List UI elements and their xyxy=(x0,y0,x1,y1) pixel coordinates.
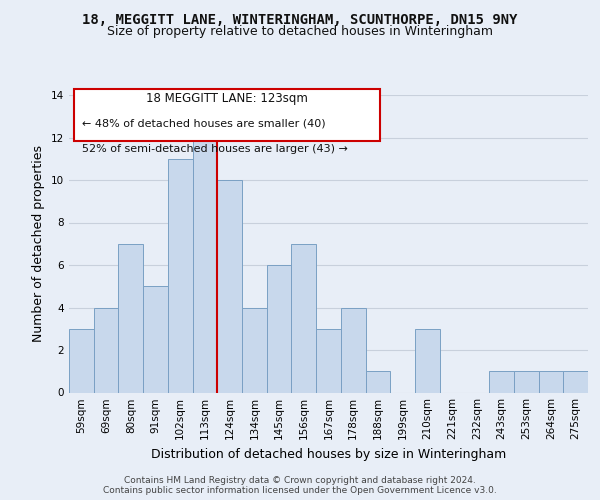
Bar xyxy=(143,286,168,393)
FancyBboxPatch shape xyxy=(74,89,380,141)
Text: 18 MEGGITT LANE: 123sqm: 18 MEGGITT LANE: 123sqm xyxy=(146,92,308,105)
Text: 52% of semi-detached houses are larger (43) →: 52% of semi-detached houses are larger (… xyxy=(82,144,348,154)
Text: Size of property relative to detached houses in Winteringham: Size of property relative to detached ho… xyxy=(107,25,493,38)
Text: Contains HM Land Registry data © Crown copyright and database right 2024.: Contains HM Land Registry data © Crown c… xyxy=(124,476,476,485)
Text: ← 48% of detached houses are smaller (40): ← 48% of detached houses are smaller (40… xyxy=(82,119,326,129)
Bar xyxy=(539,371,563,392)
Text: Contains public sector information licensed under the Open Government Licence v3: Contains public sector information licen… xyxy=(103,486,497,495)
Bar xyxy=(316,329,341,392)
Bar xyxy=(341,308,365,392)
X-axis label: Distribution of detached houses by size in Winteringham: Distribution of detached houses by size … xyxy=(151,448,506,461)
Bar xyxy=(514,371,539,392)
Bar xyxy=(415,329,440,392)
Bar xyxy=(118,244,143,392)
Bar xyxy=(292,244,316,392)
Text: 18, MEGGITT LANE, WINTERINGHAM, SCUNTHORPE, DN15 9NY: 18, MEGGITT LANE, WINTERINGHAM, SCUNTHOR… xyxy=(82,12,518,26)
Bar xyxy=(69,329,94,392)
Bar xyxy=(365,371,390,392)
Bar xyxy=(267,265,292,392)
Y-axis label: Number of detached properties: Number of detached properties xyxy=(32,145,46,342)
Bar xyxy=(94,308,118,392)
Bar xyxy=(489,371,514,392)
Bar xyxy=(563,371,588,392)
Bar xyxy=(217,180,242,392)
Bar xyxy=(168,159,193,392)
Bar xyxy=(193,138,217,392)
Bar xyxy=(242,308,267,392)
